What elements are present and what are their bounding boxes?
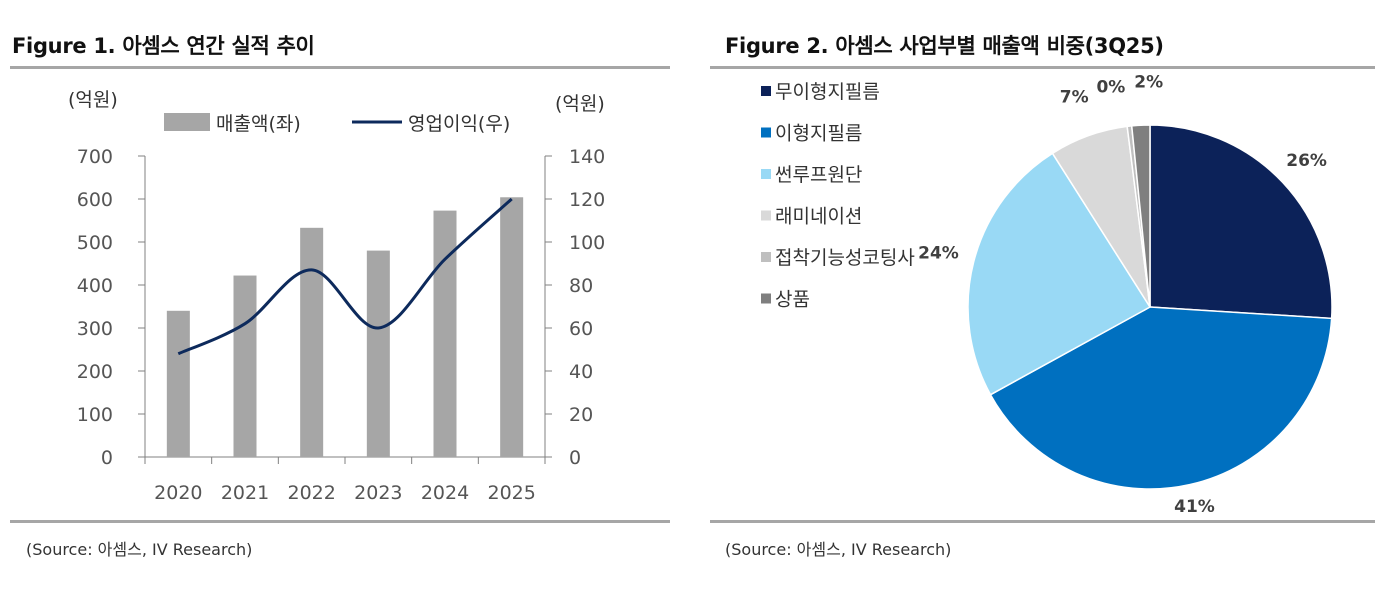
legend: 매출액(좌) 영업이익(우) — [164, 113, 510, 135]
pie-data-label: 7% — [1060, 87, 1089, 107]
revenue-bar — [233, 275, 257, 457]
figure-1-source: (Source: 아셈스, IV Research) — [26, 540, 253, 559]
left-axis-unit: (억원) — [68, 89, 118, 111]
right-y-tick-label: 80 — [569, 275, 593, 297]
left-y-tick-label: 100 — [77, 404, 113, 426]
left-y-tick-label: 400 — [77, 275, 113, 297]
pie-data-label: 26% — [1286, 151, 1327, 171]
left-y-tick-label: 200 — [77, 361, 113, 383]
figure-2-title: Figure 2. 아셈스 사업부별 매출액 비중(3Q25) — [725, 34, 1164, 58]
figure-1-chart: (억원) (억원) 매출액(좌) 영업이익(우) 010020030040050… — [68, 89, 605, 504]
x-tick-label: 2023 — [354, 482, 402, 504]
revenue-bar — [500, 197, 524, 457]
revenue-bar — [300, 227, 324, 457]
revenue-bar — [366, 250, 390, 457]
figure-2-top-rule — [710, 66, 1375, 69]
pie-slice — [1149, 124, 1333, 320]
pie-data-label: 0% — [1096, 77, 1125, 97]
legend-label: 래미네이션 — [775, 206, 862, 228]
legend-bar-swatch — [164, 113, 210, 131]
figure-1-title: Figure 1. 아셈스 연간 실적 추이 — [12, 34, 315, 58]
right-y-tick-label: 40 — [569, 361, 593, 383]
legend-swatch — [761, 86, 771, 96]
legend-swatch — [761, 210, 771, 221]
figure-1-top-rule — [10, 66, 670, 69]
pie-slice — [1130, 124, 1151, 308]
left-y-tick-label: 700 — [77, 146, 113, 168]
legend-label: 무이형지필름 — [775, 81, 880, 103]
legend-swatch — [761, 127, 771, 138]
pie-slice — [989, 306, 1333, 490]
figure-2-bottom-rule — [710, 520, 1375, 523]
x-tick-label: 2025 — [487, 482, 535, 504]
pie-data-label: 41% — [1174, 497, 1215, 517]
pie-slice — [967, 152, 1152, 396]
figure-1-bottom-rule — [10, 520, 670, 523]
legend-label: 이형지필름 — [775, 123, 862, 145]
legend-label: 썬루프원단 — [775, 164, 862, 186]
operating-profit-line — [177, 197, 513, 356]
pie-data-label: 2% — [1134, 73, 1163, 93]
left-y-tick-label: 600 — [77, 189, 113, 211]
right-axis-unit: (억원) — [555, 93, 605, 115]
left-y-tick-label: 300 — [77, 318, 113, 340]
right-y-tick-label: 60 — [569, 318, 593, 340]
legend-label: 상품 — [775, 289, 810, 311]
legend-line-label: 영업이익(우) — [408, 113, 510, 135]
left-y-tick-label: 500 — [77, 232, 113, 254]
legend-swatch — [761, 169, 771, 179]
x-tick-label: 2021 — [221, 482, 269, 504]
legend-label: 접착기능성코팅사 — [775, 247, 915, 269]
figure-1-panel: Figure 1. 아셈스 연간 실적 추이 (억원) (억원) 매출액(좌) … — [0, 0, 680, 602]
right-y-tick-label: 140 — [569, 146, 605, 168]
x-tick-label: 2022 — [287, 482, 335, 504]
legend-swatch — [761, 252, 771, 262]
right-y-tick-label: 0 — [569, 447, 581, 469]
x-tick-label: 2020 — [154, 482, 202, 504]
legend-swatch — [761, 293, 771, 304]
pie-data-label: 24% — [918, 244, 959, 264]
right-y-tick-label: 120 — [569, 189, 605, 211]
revenue-bar — [166, 310, 190, 457]
right-y-tick-label: 100 — [569, 232, 605, 254]
legend-bar-label: 매출액(좌) — [216, 113, 301, 135]
x-tick-label: 2024 — [421, 482, 469, 504]
right-y-tick-label: 20 — [569, 404, 593, 426]
figure-2-source: (Source: 아셈스, IV Research) — [725, 540, 952, 559]
left-y-tick-label: 0 — [101, 447, 113, 469]
revenue-bar — [433, 210, 457, 457]
